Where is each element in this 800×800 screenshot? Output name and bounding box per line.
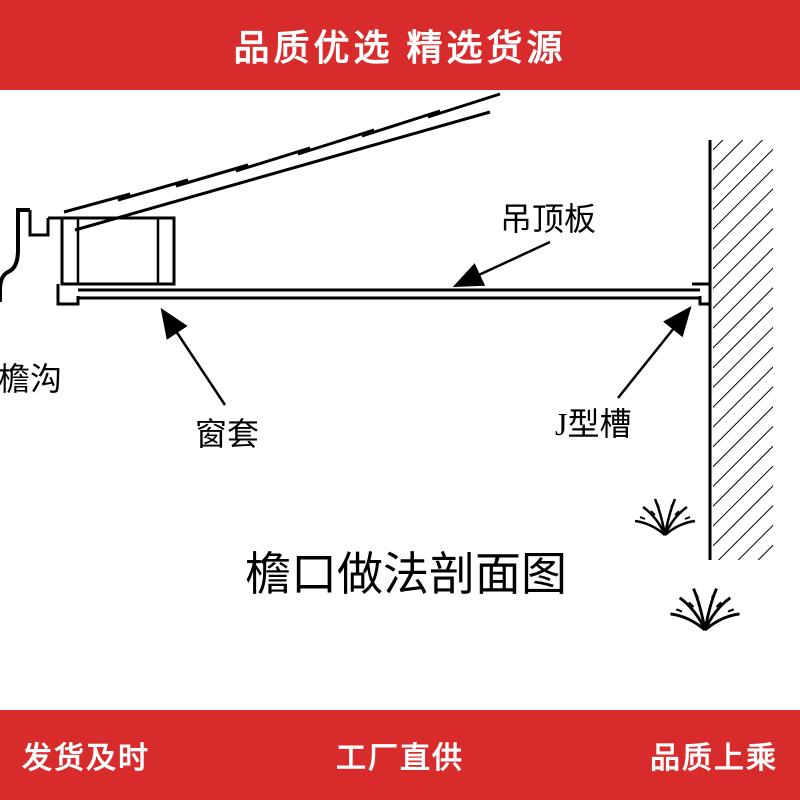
- arrow-ceiling: [455, 242, 550, 286]
- arrow-window-frame: [162, 310, 225, 405]
- plant-decoration-2: [671, 589, 740, 630]
- eave-section-svg: 吊顶板 窗套 J型槽 檐沟 檐口做法剖面图: [0, 90, 800, 710]
- wall-section: [710, 140, 773, 560]
- plant-decoration-1: [635, 499, 695, 535]
- gutter-profile: [0, 210, 62, 302]
- bottom-promo-banner: 发货及时 工厂直供 品质上乘: [0, 710, 800, 800]
- label-j-channel: J型槽: [555, 406, 631, 442]
- bottom-text-right: 品质上乘: [650, 733, 778, 777]
- label-window-frame: 窗套: [195, 416, 259, 452]
- roof-tiles: [64, 94, 500, 230]
- arrow-j-channel: [618, 308, 690, 398]
- bottom-text-left: 发货及时: [22, 733, 150, 777]
- label-gutter: 檐沟: [0, 361, 62, 397]
- technical-diagram: 吊顶板 窗套 J型槽 檐沟 檐口做法剖面图: [0, 90, 800, 710]
- diagram-caption: 檐口做法剖面图: [245, 549, 567, 600]
- top-banner-text: 品质优选 精选货源: [233, 19, 566, 71]
- bottom-text-center: 工厂直供: [336, 733, 464, 777]
- label-ceiling: 吊顶板: [500, 201, 596, 237]
- top-promo-banner: 品质优选 精选货源: [0, 0, 800, 90]
- fascia-box: [62, 218, 174, 284]
- soffit-channel: [58, 284, 710, 304]
